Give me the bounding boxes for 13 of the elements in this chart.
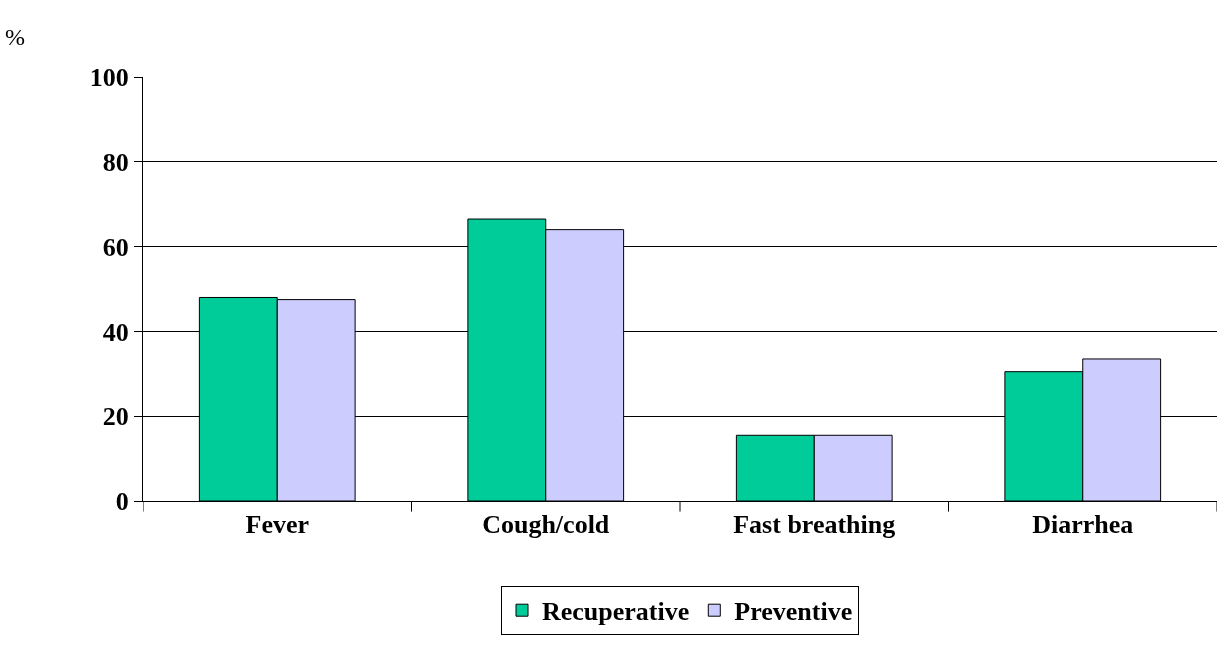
y-tick-label: 0	[115, 487, 129, 517]
y-tick-label: 80	[102, 147, 129, 177]
y-tick-label: 100	[89, 63, 129, 93]
x-tick-label: Cough/cold	[482, 510, 610, 540]
legend-label: Recuperative	[542, 597, 690, 627]
x-tick-label: Fever	[245, 510, 310, 540]
y-axis-title: %	[5, 24, 25, 50]
y-tick-label: 20	[102, 402, 129, 432]
y-tick-label: 40	[102, 317, 129, 347]
x-tick-label: Diarrhea	[1032, 510, 1134, 540]
legend-label: Preventive	[734, 597, 853, 627]
x-tick-label: Fast breathing	[733, 510, 896, 540]
y-tick-label: 60	[102, 232, 129, 262]
